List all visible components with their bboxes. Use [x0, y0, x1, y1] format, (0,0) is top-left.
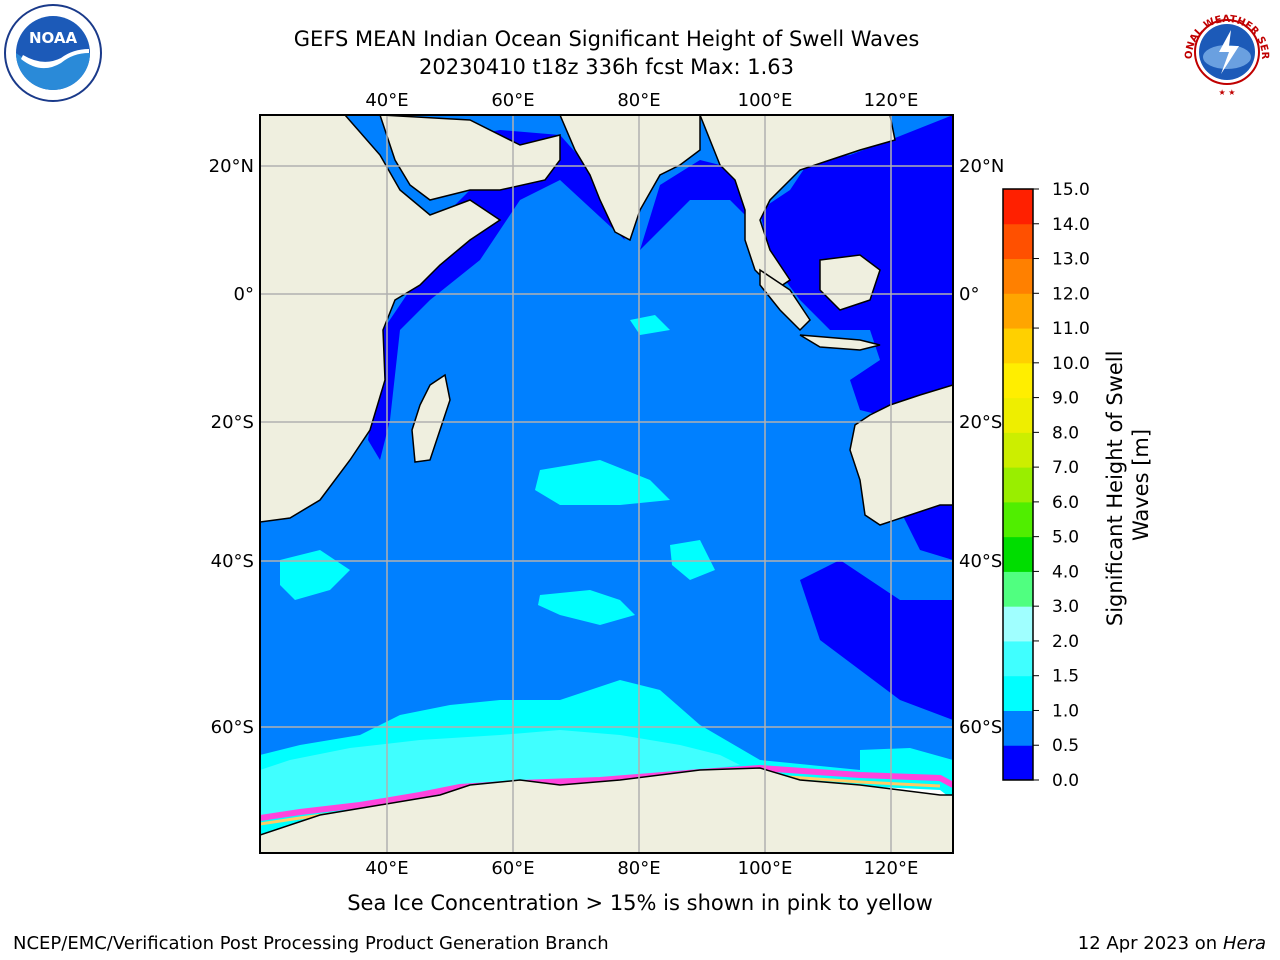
- colorbar-bin: [1003, 710, 1033, 746]
- lon-tick-label-bottom: 40°E: [365, 858, 408, 879]
- swell-band-10-15: [670, 540, 715, 580]
- colorbar-tick-label: 1.0: [1052, 701, 1079, 721]
- noaa-logo: NOAA: [4, 4, 102, 102]
- colorbar-bin: [1003, 467, 1033, 503]
- swell-band-15-20: [260, 730, 740, 818]
- colorbar-frame: [1002, 188, 1034, 781]
- land-southeast-asia: [699, 115, 896, 291]
- lon-tick-label-top: 40°E: [365, 90, 408, 111]
- lat-tick-label-right: 40°S: [959, 551, 1002, 572]
- lat-tick-label-right: 0°: [959, 284, 979, 305]
- land-sumatra: [759, 268, 811, 332]
- colorbar-bin: [1003, 536, 1033, 572]
- colorbar-tick-label: 13.0: [1052, 250, 1090, 270]
- machine-name: Hera: [1222, 933, 1266, 954]
- lat-tick-label-left: 20°S: [211, 412, 254, 433]
- colorbar-label-line2: Waves [m]: [1129, 429, 1153, 541]
- colorbar-bin: [1003, 223, 1033, 260]
- colorbar-tick-label: 0.0: [1052, 771, 1079, 791]
- land-india: [559, 115, 701, 242]
- colorbar-bin: [1003, 258, 1033, 294]
- swell-band-0-05: [368, 130, 625, 460]
- colorbar: 0.0 0.5 1.0 1.5 2.0 3.0 4.0 5.0 6.0 7.0 8.0 9.0 10.0…: [1002, 180, 1090, 791]
- colorbar-tick-label: 6.0: [1052, 493, 1079, 513]
- land-madagascar: [411, 373, 451, 463]
- colorbar-tick-label: 9.0: [1052, 389, 1079, 409]
- colorbar-bin: [1003, 745, 1033, 781]
- colorbar-tick-label: 3.0: [1052, 597, 1079, 617]
- lat-tick-label-left: 20°N: [209, 156, 254, 177]
- land-java: [799, 334, 881, 351]
- lat-tick-label-left: 60°S: [211, 717, 254, 738]
- colorbar-label-line1: Significant Height of Swell: [1103, 351, 1127, 627]
- svg-text:★ ★: ★ ★: [1219, 88, 1236, 97]
- colorbar-bin: [1003, 640, 1033, 677]
- colorbar-bin: [1003, 293, 1033, 329]
- swell-band-0-05: [900, 500, 953, 560]
- lon-tick-label-bottom: 60°E: [491, 858, 534, 879]
- colorbar-tick-label: 12.0: [1052, 284, 1090, 304]
- lon-tick-label-top: 120°E: [864, 90, 919, 111]
- colorbar-tick-label: 1.5: [1052, 667, 1079, 687]
- swell-band-10-15: [538, 590, 635, 625]
- land-antarctica: [260, 767, 953, 853]
- nws-logo: NATIONAL WEATHER SERVICE ★ ★: [1177, 2, 1274, 99]
- map-subtitle: 20230410 t18z 336h fcst Max: 1.63: [419, 55, 794, 79]
- colorbar-tick-label: 4.0: [1052, 562, 1079, 582]
- swell-band-0-05: [640, 160, 760, 250]
- swell-band-10-15: [280, 550, 350, 600]
- colorbar-tick-label: 8.0: [1052, 423, 1079, 443]
- lat-tick-label-left: 0°: [234, 284, 254, 305]
- lon-tick-label-bottom: 100°E: [738, 858, 793, 879]
- lon-tick-label-top: 80°E: [617, 90, 660, 111]
- colorbar-bin: [1003, 397, 1033, 433]
- colorbar-tick-label: 10.0: [1052, 354, 1090, 374]
- colorbar-bin: [1003, 501, 1033, 538]
- swell-band-10-15: [535, 460, 670, 505]
- land-arabia: [379, 115, 561, 201]
- colorbar-bin: [1003, 189, 1033, 225]
- date-stamp: 12 Apr 2023 on Hera: [1078, 933, 1266, 954]
- colorbar-tick-label: 5.0: [1052, 528, 1079, 548]
- colorbar-bin: [1003, 432, 1033, 468]
- credit-text: NCEP/EMC/Verification Post Processing Pr…: [13, 933, 609, 954]
- sea-ice-edge: [260, 764, 953, 821]
- lon-tick-label-bottom: 80°E: [617, 858, 660, 879]
- land-borneo-indonesia: [819, 254, 881, 311]
- lat-tick-label-left: 40°S: [211, 551, 254, 572]
- lat-tick-label-right: 60°S: [959, 717, 1002, 738]
- lat-tick-label-right: 20°N: [959, 156, 1004, 177]
- swell-band-10-15: [630, 315, 670, 335]
- sea-ice-caption: Sea Ice Concentration > 15% is shown in …: [347, 891, 933, 915]
- lon-tick-label-top: 100°E: [738, 90, 793, 111]
- lon-tick-label-top: 60°E: [491, 90, 534, 111]
- colorbar-tick-label: 14.0: [1052, 215, 1090, 235]
- map-frame: [259, 114, 954, 854]
- colorbar-bin: [1003, 571, 1033, 607]
- map-title: GEFS MEAN Indian Ocean Significant Heigh…: [293, 27, 920, 51]
- colorbar-tick-label: 7.0: [1052, 458, 1079, 478]
- colorbar-label: Significant Height of Swell Waves [m]: [1103, 344, 1153, 626]
- colorbar-tick-label: 15.0: [1052, 180, 1090, 200]
- colorbar-bin: [1003, 362, 1033, 399]
- colorbar-bin: [1003, 606, 1033, 642]
- land-australia: [849, 384, 953, 526]
- colorbar-tick-label: 2.0: [1052, 632, 1079, 652]
- date-text: 12 Apr 2023 on: [1077, 933, 1223, 954]
- colorbar-tick-label: 0.5: [1052, 736, 1079, 756]
- lat-tick-label-right: 20°S: [959, 412, 1002, 433]
- land-africa-arabia: [260, 115, 502, 523]
- swell-band-0-05: [800, 560, 953, 720]
- svg-text:NOAA: NOAA: [29, 29, 78, 47]
- gridlines: [260, 115, 953, 853]
- colorbar-bin: [1003, 328, 1033, 364]
- lon-tick-label-bottom: 120°E: [864, 858, 919, 879]
- colorbar-bin: [1003, 675, 1033, 711]
- colorbar-tick-label: 11.0: [1052, 319, 1090, 339]
